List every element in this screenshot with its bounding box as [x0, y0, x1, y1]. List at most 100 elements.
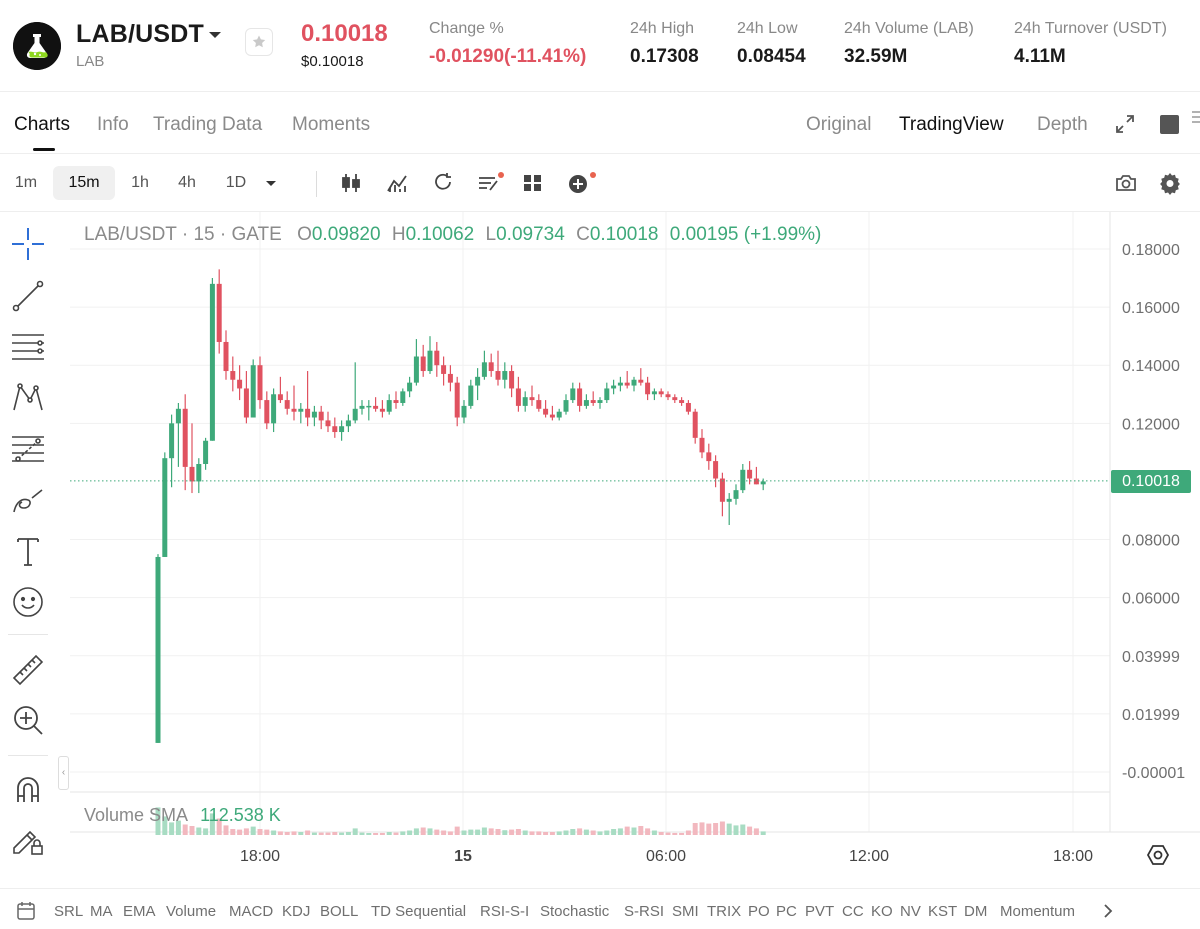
candlestick-chart[interactable]: 0.18000 0.16000 0.14000 0.12000 0.08000 0.060…: [70, 212, 1200, 880]
interval-1d[interactable]: 1D: [225, 174, 247, 191]
emoji-tool-icon[interactable]: [10, 584, 46, 620]
fib-tool-icon[interactable]: [10, 431, 46, 467]
volume-bar: [318, 832, 324, 835]
indicator-ema[interactable]: EMA: [123, 903, 156, 920]
volume-bar: [753, 828, 759, 835]
view-depth[interactable]: Depth: [1037, 114, 1088, 135]
text-tool-icon[interactable]: [10, 533, 46, 569]
pair-title[interactable]: LAB/USDT: [76, 20, 204, 48]
tab-moments[interactable]: Moments: [292, 114, 371, 135]
time-axis-settings-icon[interactable]: [1145, 842, 1171, 868]
volume-bar: [651, 830, 657, 835]
volume-bar: [264, 829, 270, 835]
candle-type-icon[interactable]: [338, 170, 364, 196]
candle-body: [284, 400, 290, 409]
indicator-kst[interactable]: KST: [928, 903, 958, 920]
candle-body: [529, 397, 535, 401]
tab-trading-data[interactable]: Trading Data: [153, 114, 263, 135]
candle-body: [441, 365, 447, 374]
volume-bar: [162, 816, 168, 835]
volume-bar: [706, 823, 712, 835]
candle-body: [230, 371, 236, 380]
indicator-s-rsi[interactable]: S-RSI: [624, 903, 665, 920]
indicator-srl[interactable]: SRL: [54, 903, 84, 920]
indicator-pc[interactable]: PC: [776, 903, 797, 920]
layout-grid-icon[interactable]: [520, 170, 546, 196]
indicators-icon[interactable]: [384, 170, 410, 196]
stat-label: 24h High: [630, 20, 695, 37]
price-axis-label: 0.12000: [1122, 416, 1180, 433]
favorite-button[interactable]: [245, 28, 273, 56]
volume-bar: [692, 823, 698, 835]
crosshair-icon[interactable]: [10, 226, 46, 262]
lock-drawing-icon[interactable]: [10, 822, 46, 858]
expand-icon[interactable]: [1114, 113, 1136, 135]
candle-body: [604, 388, 610, 401]
candle-body: [624, 382, 630, 386]
indicator-nv[interactable]: NV: [900, 903, 921, 920]
interval-dropdown-icon[interactable]: [260, 172, 282, 194]
zoom-in-icon[interactable]: [10, 702, 46, 738]
volume-bar: [339, 832, 345, 835]
candle-body: [672, 397, 678, 401]
volume-bar: [461, 830, 467, 835]
trend-line-icon[interactable]: [10, 278, 46, 314]
indicator-po[interactable]: PO: [748, 903, 770, 920]
indicator-macd[interactable]: MACD: [229, 903, 274, 920]
volume-bar: [726, 823, 732, 835]
camera-icon[interactable]: [1113, 170, 1139, 196]
chart-grid: [70, 212, 1110, 832]
interval-1m[interactable]: 1m: [14, 174, 38, 191]
brush-tool-icon[interactable]: [10, 482, 46, 518]
indicator-cc[interactable]: CC: [842, 903, 864, 920]
indicator-ko[interactable]: KO: [871, 903, 893, 920]
indicator-momentum[interactable]: Momentum: [1000, 903, 1076, 920]
toolbar-divider: [316, 171, 317, 197]
stat-change: Change % -0.01290(-11.41%): [429, 20, 586, 68]
indicator-pvt[interactable]: PVT: [805, 903, 835, 920]
interval-15m[interactable]: 15m: [53, 166, 115, 200]
chevron-down-icon[interactable]: [206, 28, 224, 42]
collapse-panel-button[interactable]: ‹: [58, 756, 69, 790]
refresh-icon[interactable]: [430, 170, 456, 196]
volume-bar: [617, 828, 623, 835]
volume-bar: [325, 832, 331, 835]
add-indicator-icon[interactable]: [566, 170, 600, 196]
settings-gear-icon[interactable]: [1157, 170, 1183, 196]
indicator-volume[interactable]: Volume: [166, 903, 217, 920]
templates-icon[interactable]: [476, 170, 504, 196]
indicator-ma[interactable]: MA: [90, 903, 113, 920]
indicator-rsi-s-i[interactable]: RSI-S-I: [480, 903, 530, 920]
volume-bar: [175, 820, 181, 835]
indicator-trix[interactable]: TRIX: [707, 903, 742, 920]
indicator-stochastic[interactable]: Stochastic: [540, 903, 610, 920]
volume-bar: [549, 832, 555, 835]
pattern-tool-icon[interactable]: [10, 380, 46, 416]
magnet-icon[interactable]: [10, 772, 46, 808]
view-original[interactable]: Original: [806, 114, 872, 135]
interval-4h[interactable]: 4h: [178, 174, 196, 191]
tab-info[interactable]: Info: [97, 114, 129, 135]
chevron-right-icon[interactable]: [1100, 902, 1116, 920]
horizontal-lines-icon[interactable]: [10, 329, 46, 365]
calendar-icon[interactable]: [16, 901, 36, 921]
indicator-smi[interactable]: SMI: [672, 903, 699, 920]
ruler-icon[interactable]: [10, 652, 46, 688]
indicator-kdj[interactable]: KDJ: [282, 903, 311, 920]
indicator-dm[interactable]: DM: [964, 903, 988, 920]
indicator-td-sequential[interactable]: TD Sequential: [371, 903, 467, 920]
candle-body: [468, 385, 474, 406]
volume-bar: [420, 827, 426, 835]
last-price: 0.10018: [301, 20, 388, 47]
view-tradingview[interactable]: TradingView: [899, 114, 1004, 135]
tab-charts[interactable]: Charts: [14, 114, 70, 135]
tools-divider: [8, 634, 48, 635]
indicator-boll[interactable]: BOLL: [320, 903, 359, 920]
layout-square-icon[interactable]: [1160, 115, 1179, 134]
interval-1h[interactable]: 1h: [131, 174, 149, 191]
volume-bar: [447, 831, 453, 835]
volume-bar: [733, 825, 739, 835]
volume-bar: [237, 829, 243, 835]
stat-24h-high: 24h High 0.17308: [630, 20, 699, 68]
more-menu-icon[interactable]: [1192, 110, 1200, 124]
